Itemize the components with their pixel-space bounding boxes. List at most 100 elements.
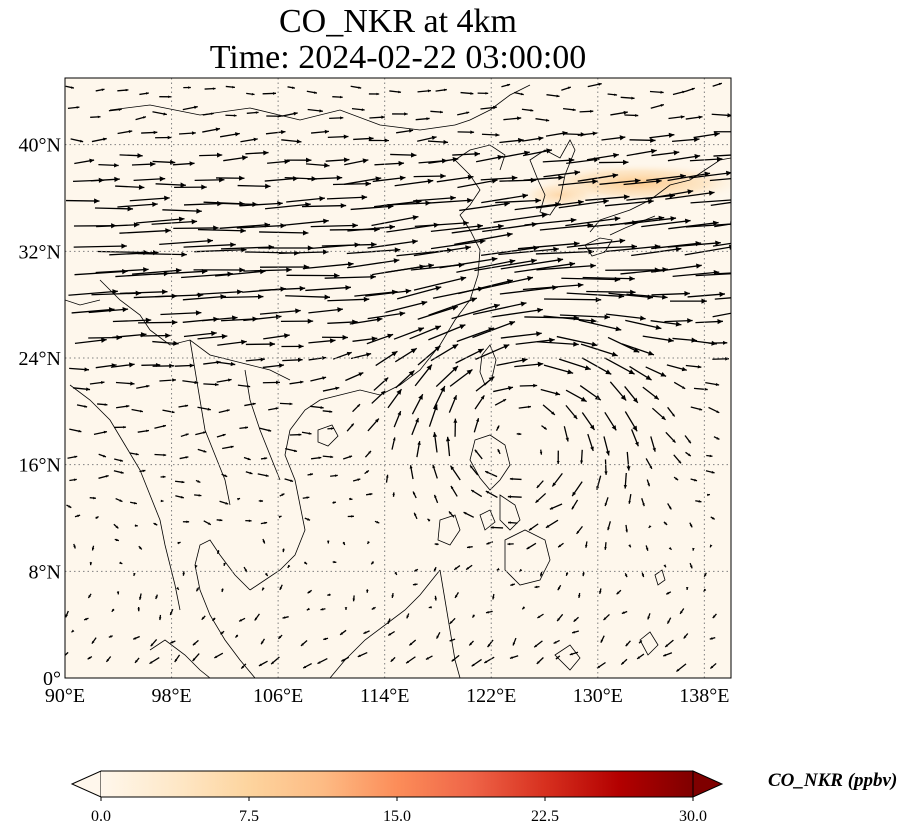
wind-arrow-shaft: [307, 176, 343, 180]
wind-arrow-head: [698, 500, 702, 503]
wind-arrow-head: [145, 317, 152, 323]
wind-arrow-head: [376, 520, 380, 524]
wind-arrow-head: [195, 564, 198, 568]
wind-arrow-shaft: [372, 176, 406, 183]
wind-arrow-head: [557, 587, 561, 591]
wind-arrow-head: [555, 656, 559, 660]
wind-arrow-shaft: [690, 199, 731, 204]
wind-arrow-head: [425, 200, 431, 206]
wind-arrow-head: [361, 194, 368, 200]
wind-arrow-head: [668, 506, 672, 510]
wind-arrow-shaft: [566, 292, 625, 298]
wind-arrow-head: [258, 663, 262, 666]
wind-arrow-head: [604, 547, 607, 550]
wind-arrow-head: [582, 573, 585, 577]
wind-arrow-head: [317, 661, 321, 664]
wind-arrow-head: [191, 219, 198, 225]
wind-arrow-shaft: [409, 325, 442, 340]
wind-arrow-head: [414, 568, 418, 572]
wind-arrow-head: [371, 336, 378, 342]
wind-arrow-head: [683, 635, 687, 639]
map-frame: [64, 77, 732, 679]
wind-arrow-head: [73, 478, 77, 482]
wind-arrow-head: [528, 405, 531, 409]
wind-arrow-head: [174, 659, 178, 663]
wind-arrow-head: [578, 595, 581, 598]
wind-arrow-head: [191, 131, 196, 135]
wind-arrow-head: [463, 512, 467, 515]
wind-arrow-shaft: [454, 233, 513, 246]
wind-arrow-head: [694, 153, 701, 160]
wind-arrow-shaft: [672, 271, 720, 278]
wind-arrow-shaft: [458, 279, 513, 295]
wind-arrow-shaft: [109, 251, 159, 256]
wind-arrow-head: [428, 605, 432, 609]
wind-arrow-head: [466, 369, 473, 375]
wind-arrow-head: [175, 267, 182, 274]
wind-arrow-head: [371, 561, 375, 565]
wind-arrow-shaft: [561, 277, 621, 281]
wind-arrow-shaft: [451, 304, 500, 320]
wind-arrow-head: [495, 133, 500, 137]
wind-arrow-shaft: [641, 219, 691, 228]
wind-arrow-head: [133, 572, 136, 576]
wind-arrow-head: [77, 514, 81, 518]
wind-arrow-shaft: [413, 276, 467, 291]
wind-arrow-head: [126, 404, 130, 408]
wind-arrow-head: [684, 218, 691, 224]
wind-arrow-shaft: [515, 338, 555, 345]
wind-arrow-head: [590, 109, 594, 113]
coastlines: [65, 84, 731, 678]
wind-arrow-head: [375, 176, 382, 182]
lon-tick-label: 106°E: [253, 685, 303, 707]
wind-arrow-head: [725, 357, 729, 361]
wind-arrow-head: [663, 653, 667, 657]
wind-arrow-head: [307, 590, 311, 594]
wind-arrow-head: [230, 361, 236, 367]
wind-arrow-head: [170, 611, 173, 615]
wind-arrow-head: [394, 571, 397, 575]
wind-arrow-head: [661, 415, 666, 420]
wind-arrow-head: [716, 156, 723, 162]
wind-arrow-shaft: [603, 245, 661, 253]
wind-arrow-head: [635, 113, 639, 117]
wind-arrow-head: [255, 111, 259, 114]
wind-arrow-head: [369, 492, 373, 496]
wind-arrow-head: [405, 288, 412, 294]
wind-arrow-head: [319, 196, 325, 202]
wind-arrow-head: [71, 629, 75, 633]
wind-arrow-head: [590, 446, 594, 451]
wind-arrow-head: [265, 474, 269, 477]
wind-arrow-head: [226, 409, 230, 412]
wind-arrow-head: [507, 495, 512, 499]
wind-arrow-head: [497, 154, 504, 161]
wind-arrow-head: [302, 230, 309, 236]
wind-arrow-head: [101, 88, 105, 92]
wind-arrow-head: [128, 129, 133, 134]
wind-arrow-shaft: [385, 301, 428, 314]
wind-arrow-head: [383, 377, 389, 383]
wind-arrow-head: [381, 115, 385, 119]
wind-arrow-head: [432, 404, 438, 411]
wind-arrow-head: [545, 118, 550, 122]
colorbar-extend-max: [692, 770, 724, 798]
wind-arrow-head: [101, 337, 107, 343]
wind-arrow-head: [667, 620, 670, 624]
wind-arrow-head: [252, 402, 256, 406]
wind-arrow-head: [497, 449, 501, 453]
wind-arrow-head: [534, 644, 538, 648]
wind-arrow-head: [756, 196, 762, 201]
wind-arrow-head: [365, 181, 371, 187]
wind-arrow-shaft: [689, 158, 723, 162]
wind-arrow-head: [538, 136, 544, 141]
wind-arrow-head: [294, 449, 298, 453]
wind-arrow-head: [387, 333, 394, 339]
x-axis-labels: 90°E 98°E 106°E 114°E 122°E 130°E 138°E: [45, 685, 730, 707]
wind-arrow-shaft: [710, 201, 731, 207]
wind-arrow-shaft: [651, 292, 690, 296]
wind-arrow-head: [460, 276, 467, 282]
wind-arrow-head: [427, 518, 431, 522]
wind-arrow-head: [680, 610, 683, 614]
wind-arrow-head: [592, 131, 598, 136]
wind-arrow-head: [434, 597, 437, 601]
